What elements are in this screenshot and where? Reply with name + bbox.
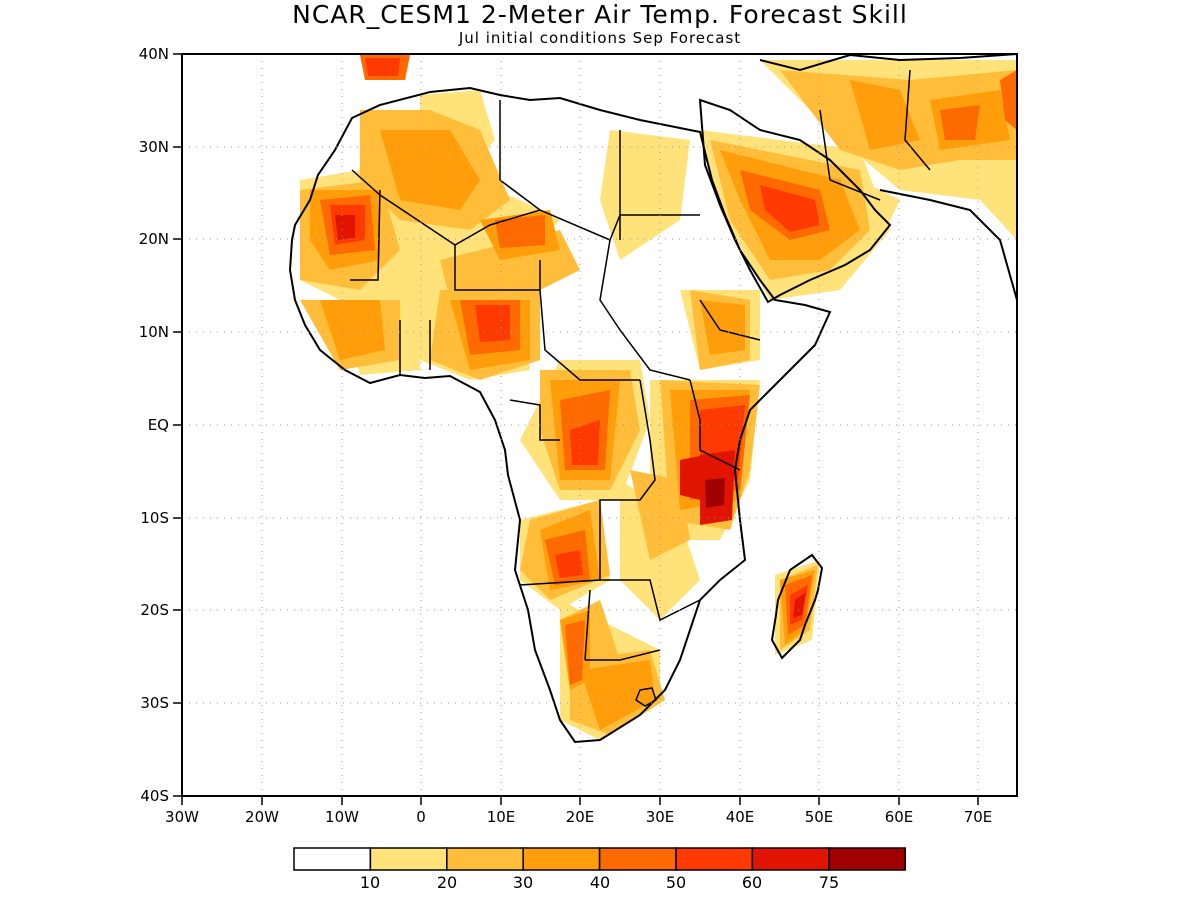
lesotho-border xyxy=(635,687,657,707)
skill-shading xyxy=(288,54,1017,744)
colorbar-label: 10 xyxy=(360,873,380,892)
lat-label: 40N xyxy=(139,45,169,63)
skill-band-75-plus xyxy=(705,478,725,508)
lat-label: EQ xyxy=(148,416,169,434)
colorbar-label: 60 xyxy=(742,873,762,892)
colorbar-label: 50 xyxy=(666,873,686,892)
colorbar-label: 40 xyxy=(590,873,610,892)
colorbar-box xyxy=(598,847,677,871)
lon-label: 30E xyxy=(646,808,675,826)
lon-label: 0 xyxy=(416,808,426,826)
colorbar-box xyxy=(446,847,524,871)
colorbar-box xyxy=(751,847,830,871)
lat-label: 10S xyxy=(140,509,169,527)
grid-lines xyxy=(182,54,1017,796)
lon-label: 60E xyxy=(885,808,914,826)
colorbar-box xyxy=(293,847,372,871)
colorbar-box xyxy=(369,847,448,871)
lat-label: 20S xyxy=(140,601,169,619)
latitude-labels: 40N 30N 20N 10N EQ 10S 20S 30S 40S xyxy=(139,45,169,805)
colorbar-label: 30 xyxy=(513,873,533,892)
lon-label: 10W xyxy=(325,808,359,826)
colorbar-box xyxy=(828,847,906,871)
colorbar-labels: 10 20 30 40 50 60 75 xyxy=(360,873,839,892)
lat-label: 40S xyxy=(140,787,169,805)
map-title: NCAR_CESM1 2-Meter Air Temp. Forecast Sk… xyxy=(292,0,908,29)
axis-ticks xyxy=(173,53,979,805)
lon-label: 20E xyxy=(566,808,595,826)
lat-label: 20N xyxy=(139,230,169,248)
colorbar-box xyxy=(522,847,601,871)
map-subtitle: Jul initial conditions Sep Forecast xyxy=(458,29,742,47)
lat-label: 30S xyxy=(140,694,169,712)
colorbar-box xyxy=(675,847,754,871)
country-borders xyxy=(350,69,931,661)
colorbar-label: 20 xyxy=(437,873,457,892)
lat-label: 10N xyxy=(139,323,169,341)
colorbar: 10 20 30 40 50 60 75 xyxy=(293,847,906,892)
lon-label: 30W xyxy=(165,808,199,826)
coastlines xyxy=(288,54,1017,744)
colorbar-boxes xyxy=(293,847,906,871)
lon-label: 40E xyxy=(726,808,755,826)
map-plot-area: 30W 20W 10W 0 10E 20E 30E 40E 50E 60E 70… xyxy=(139,45,1018,826)
longitude-labels: 30W 20W 10W 0 10E 20E 30E 40E 50E 60E 70… xyxy=(165,808,992,826)
colorbar-label: 75 xyxy=(819,873,839,892)
lon-label: 20W xyxy=(245,808,279,826)
lat-label: 30N xyxy=(139,138,169,156)
lon-label: 70E xyxy=(964,808,993,826)
lon-label: 10E xyxy=(487,808,516,826)
lon-label: 50E xyxy=(805,808,834,826)
